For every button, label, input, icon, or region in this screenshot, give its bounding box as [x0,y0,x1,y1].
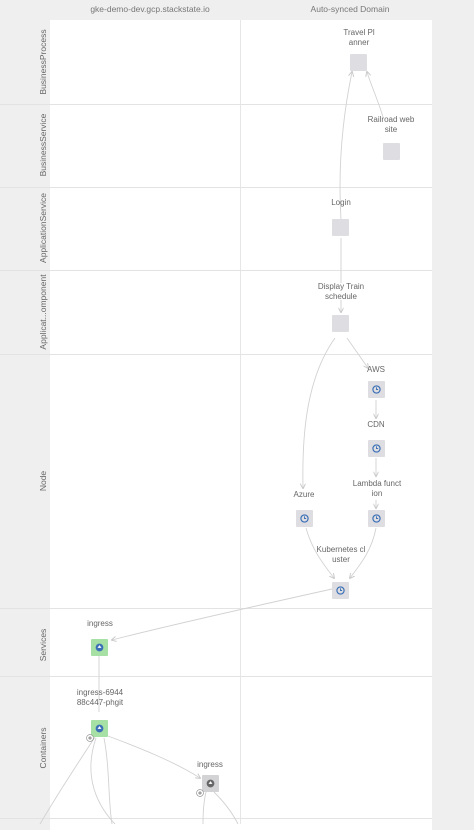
node-label-display-train-schedule: Display Train schedule [306,282,376,302]
edge-pod-container [107,735,200,778]
node-ingress-pod[interactable] [91,720,108,737]
node-label-line: Railroad web [367,115,415,124]
node-label-line: Azure [293,490,315,499]
node-label-line: AWS [367,365,385,374]
expand-plus-icon[interactable] [196,789,204,797]
node-label-travel-planner: Travel Pl anner [329,28,389,48]
node-label-lambda-function: Lambda funct ion [344,479,410,499]
layer-separator [0,676,432,677]
node-label-kubernetes-cluster: Kubernetes cl uster [305,545,377,565]
node-label-line: ingress-6944 [76,688,124,697]
edge-display-aws [346,337,368,368]
edge-kubernetes-ingress [112,588,333,640]
node-label-login: Login [321,198,361,208]
topology-canvas[interactable] [50,20,432,830]
node-aws[interactable] [368,381,385,398]
edge-pod-down-2 [90,737,116,824]
edge-container-down-2 [213,791,239,824]
column-divider [240,20,241,824]
node-label-railroad-web-site: Railroad web site [360,115,422,135]
node-ingress-container[interactable] [202,775,219,792]
layer-separator [0,818,432,819]
node-label-azure: Azure [284,490,324,500]
node-cdn[interactable] [368,440,385,457]
layer-separator [0,270,432,271]
node-travel-planner[interactable] [350,54,367,71]
node-label-ingress-service: ingress [79,619,121,629]
node-label-line: Travel Pl [343,28,375,37]
up-arrow-icon [206,779,215,788]
node-label-line: Kubernetes cl [316,545,366,554]
edge-login-travel-planner [339,72,352,221]
node-label-line: ion [371,489,383,498]
node-label-line: schedule [324,292,358,301]
node-label-line: CDN [367,420,385,429]
node-ingress-service[interactable] [91,639,108,656]
node-display-train-schedule[interactable] [332,315,349,332]
clock-icon [372,444,381,453]
node-label-line: 88c447-phgit [76,698,124,707]
node-label-line: Display Train [317,282,365,291]
layer-separator [0,354,432,355]
edge-lambda-kubernetes [350,527,377,578]
edge-azure-kubernetes [305,527,334,578]
node-label-cdn: CDN [356,420,396,430]
clock-icon [300,514,309,523]
layer-separator [0,608,432,609]
column-header-right: Auto-synced Domain [310,4,390,14]
clock-icon [336,586,345,595]
node-label-line: ingress [197,760,223,769]
node-label-ingress-container: ingress [189,760,231,770]
node-label-line: anner [348,38,370,47]
edge-pod-down-1 [39,736,96,824]
column-header-left: gke-demo-dev.gcp.stackstate.io [90,4,210,14]
layer-separator [0,187,432,188]
layer-separator [0,104,432,105]
node-azure[interactable] [296,510,313,527]
clock-icon [372,385,381,394]
node-label-line: ingress [87,619,113,628]
up-arrow-icon [95,643,104,652]
clock-icon [372,514,381,523]
edge-railroad-travel-planner [367,72,384,118]
up-arrow-icon [95,724,104,733]
node-railroad-web-site[interactable] [383,143,400,160]
node-kubernetes-cluster[interactable] [332,582,349,599]
node-label-line: Lambda funct [352,479,402,488]
node-label-ingress-pod: ingress-6944 88c447-phgit [66,688,134,708]
node-label-line: site [384,125,398,134]
node-label-line: uster [332,555,350,564]
expand-plus-icon[interactable] [86,734,94,742]
edge-pod-down-3 [103,737,113,824]
edge-container-down-1 [202,791,207,824]
node-login[interactable] [332,219,349,236]
node-label-line: Login [331,198,351,207]
node-lambda-function[interactable] [368,510,385,527]
edge-display-azure [303,337,336,488]
node-label-aws: AWS [356,365,396,375]
